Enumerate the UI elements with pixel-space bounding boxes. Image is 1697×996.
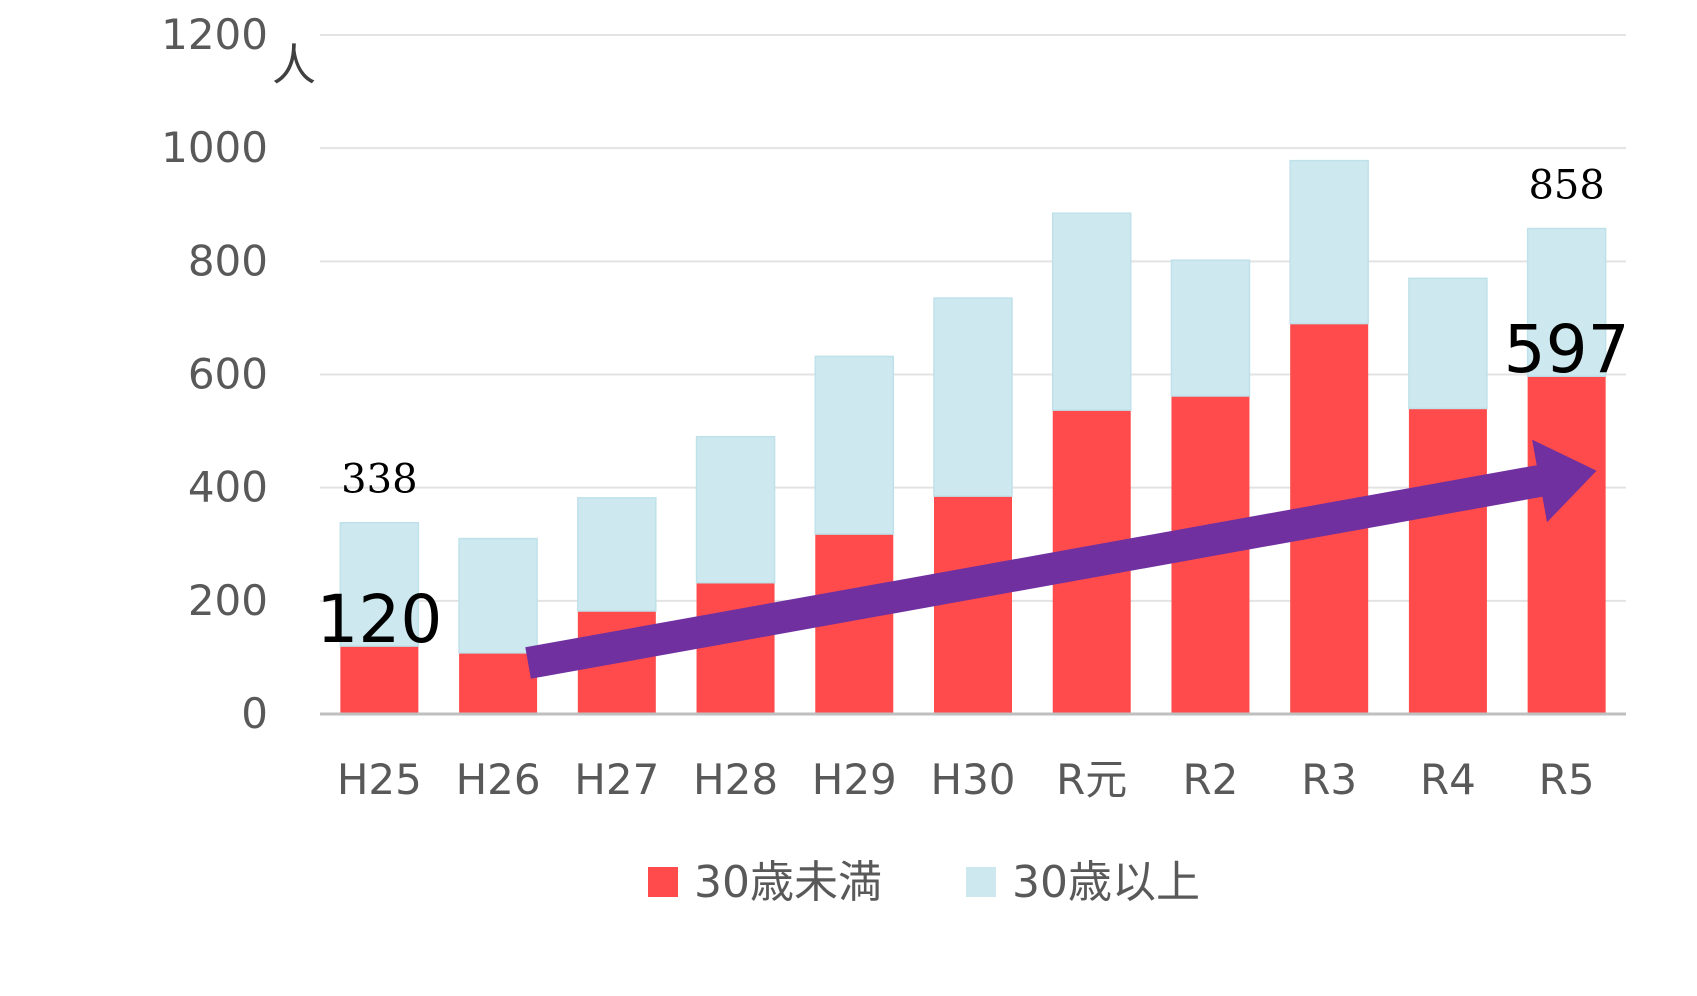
x-tick-label-R5: R5: [1539, 755, 1595, 804]
x-tick-label-R元: R元: [1056, 755, 1127, 804]
bar-H27-series-1: [577, 497, 657, 612]
bar-H25-series-1: [339, 521, 420, 647]
bars-layer: [339, 159, 1607, 714]
bar-R2-series-1: [1170, 259, 1251, 397]
bar-R3-series-1: [1289, 159, 1369, 325]
bar-H30-series-1: [933, 297, 1013, 497]
bar-H26-series-1: [458, 537, 538, 654]
x-tick-label-H27: H27: [574, 755, 659, 804]
legend-label-0: 30歳未満: [694, 857, 882, 908]
annotation-value-R5: 597: [1504, 311, 1630, 388]
legend-layer: 30歳未満 30歳以上: [648, 857, 1200, 908]
bar-H30-series-0: [934, 496, 1012, 714]
y-tick-label-600: 600: [188, 350, 268, 399]
x-tick-label-H25: H25: [337, 755, 422, 804]
annotation-layer: 338 120 858 597: [316, 163, 1629, 659]
x-tick-label-H30: H30: [930, 755, 1015, 804]
annotation-value-H25: 120: [316, 581, 442, 658]
y-tick-label-200: 200: [188, 576, 268, 625]
annotation-total-H25: 338: [341, 457, 417, 503]
x-tick-label-H28: H28: [693, 755, 778, 804]
y-tick-label-800: 800: [188, 236, 268, 285]
x-tick-label-R3: R3: [1301, 755, 1357, 804]
trend-arrow: [525, 439, 1597, 679]
legend-swatch-0: [648, 867, 678, 897]
legend-swatch-1: [966, 867, 996, 897]
bar-H26-series-0: [459, 652, 538, 714]
bar-H29-series-1: [814, 355, 895, 535]
axis-layer: 0 200 400 600 800 1000 1200 H25 H26 H27 H28 H29 H30 R…: [161, 10, 1626, 804]
bar-H25-series-0: [340, 646, 419, 714]
arrow-layer: [525, 439, 1597, 679]
y-tick-label-1200: 1200: [161, 10, 268, 59]
bar-H28-series-0: [696, 582, 775, 714]
legend-label-1: 30歳以上: [1012, 857, 1200, 908]
bar-H28-series-1: [695, 435, 776, 584]
x-tick-label-R4: R4: [1420, 755, 1476, 804]
y-tick-label-1000: 1000: [161, 123, 268, 172]
bar-R元-series-1: [1051, 212, 1132, 411]
x-tick-label-H29: H29: [812, 755, 897, 804]
bar-R5-series-1: [1526, 227, 1607, 377]
y-tick-label-400: 400: [188, 463, 268, 512]
annotation-total-R5: 858: [1528, 163, 1604, 209]
bar-R4-series-1: [1408, 277, 1488, 410]
y-tick-label-0: 0: [241, 689, 268, 738]
x-tick-label-R2: R2: [1183, 755, 1239, 804]
x-tick-label-H26: H26: [456, 755, 541, 804]
bar-R4-series-0: [1408, 408, 1487, 714]
bar-R5-series-0: [1527, 376, 1606, 714]
y-axis-unit-label: 人: [272, 40, 316, 91]
